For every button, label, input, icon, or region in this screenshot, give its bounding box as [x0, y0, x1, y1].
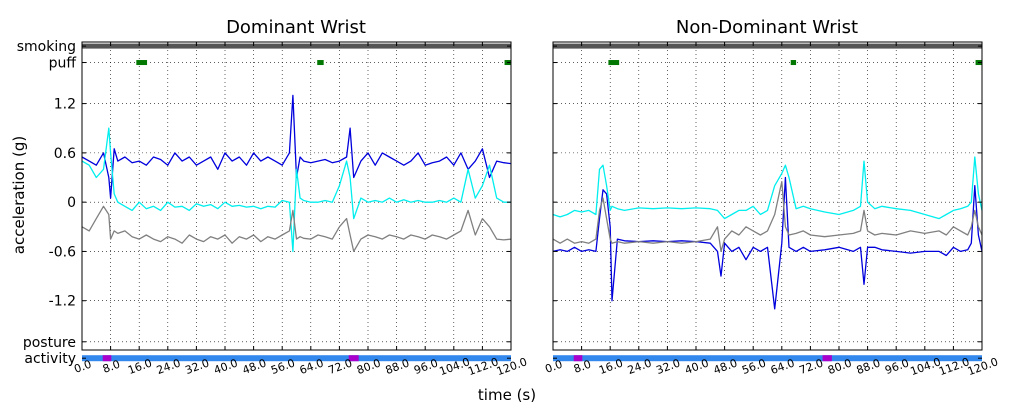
grid [553, 42, 982, 350]
posture-marker [102, 355, 112, 362]
plot-frame [81, 41, 512, 351]
band-label: activity [24, 351, 76, 367]
activity-band [553, 355, 982, 362]
y-axis-label: acceleration (g) [10, 136, 28, 254]
posture-marker [822, 355, 832, 362]
band-label: puff [49, 56, 77, 72]
activity-band [82, 355, 511, 362]
series-line-2 [552, 180, 983, 253]
plot-area [553, 42, 982, 350]
y-tick-label: 0 [67, 195, 76, 211]
puff-marker [317, 60, 324, 66]
series-line-0 [81, 94, 512, 199]
plot-frame [552, 41, 983, 351]
y-tick-label: -0.6 [49, 244, 76, 260]
x-tick-label: 0.0 [543, 358, 564, 376]
puff-marker [608, 60, 620, 66]
band-label: posture [23, 335, 76, 351]
chart-title: Non-Dominant Wrist [676, 17, 858, 38]
x-tick-label: 8.0 [572, 358, 593, 376]
y-tick-label: 0.6 [54, 146, 76, 162]
series-line-0 [552, 176, 983, 310]
series-line-1 [81, 127, 511, 253]
series-line-2 [81, 205, 512, 253]
y-tick-label: -1.2 [49, 294, 76, 310]
band-label: smoking [17, 39, 76, 55]
puff-marker [136, 60, 148, 66]
dominant-wrist-chart: Dominant Wrist acceleration (g) 0.0 8.0 16… [10, 17, 529, 378]
series-line-1 [552, 156, 983, 220]
x-tick-label: 0.0 [72, 358, 93, 376]
x-tick-label: 8.0 [101, 358, 122, 376]
non-dominant-wrist-chart: Non-Dominant Wrist 0.0 8.0 16.0 24.0 32.0 40.… [543, 17, 999, 378]
chart-title: Dominant Wrist [226, 17, 366, 38]
grid [82, 42, 511, 350]
smoking-band [553, 43, 982, 49]
smoking-band [82, 43, 511, 49]
puff-marker [790, 60, 797, 66]
y-tick-label: 1.2 [54, 97, 76, 113]
plot-area [82, 42, 511, 350]
x-axis-label: time (s) [478, 386, 536, 404]
posture-marker [348, 355, 359, 362]
posture-marker [573, 355, 583, 362]
